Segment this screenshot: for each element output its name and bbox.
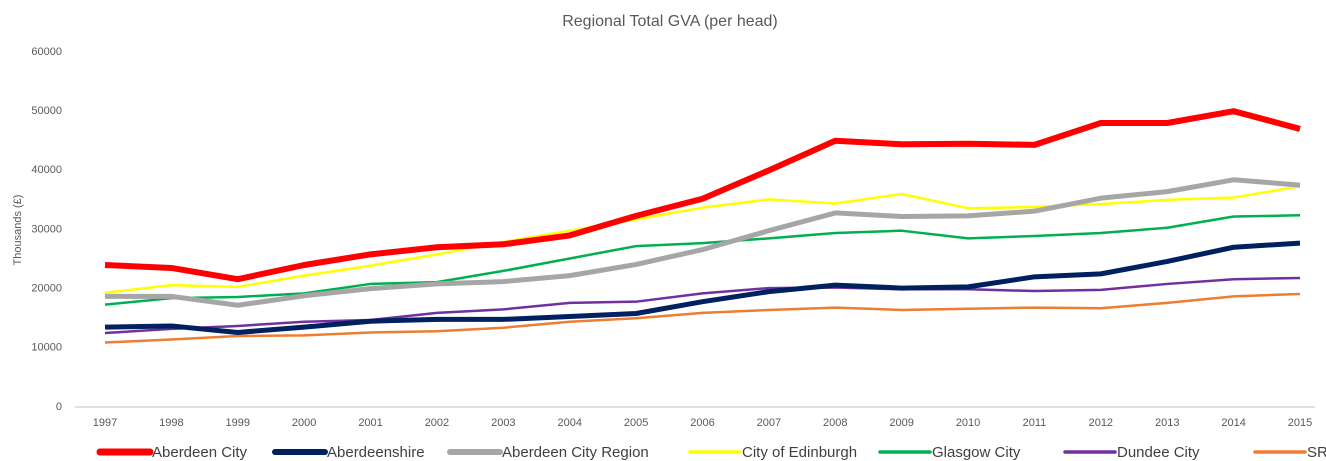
- line-series: [104, 185, 1301, 295]
- line-series: [104, 292, 1301, 344]
- x-tick-label: 2009: [889, 417, 913, 429]
- x-tick-label: 2010: [956, 417, 980, 429]
- legend-label: City of Edinburgh: [742, 444, 857, 461]
- x-tick-label: 2008: [823, 417, 847, 429]
- y-tick-label: 0: [56, 401, 62, 413]
- x-tick-label: 2013: [1155, 417, 1179, 429]
- x-tick-label: 2003: [491, 417, 515, 429]
- y-tick-label: 10000: [31, 342, 62, 354]
- y-tick-label: 50000: [31, 105, 62, 117]
- x-tick-label: 2000: [292, 417, 316, 429]
- legend-label: Aberdeen City: [152, 444, 248, 461]
- x-tick-label: 2006: [690, 417, 714, 429]
- y-tick-label: 30000: [31, 223, 62, 235]
- x-tick-label: 2012: [1089, 417, 1113, 429]
- legend-label: Dundee City: [1117, 444, 1200, 461]
- x-tick-label: 2004: [557, 417, 581, 429]
- line-series: [104, 108, 1301, 283]
- x-tick-label: 2005: [624, 417, 648, 429]
- x-tick-label: 1998: [159, 417, 183, 429]
- y-tick-label: 40000: [31, 164, 62, 176]
- line-series: [104, 276, 1301, 335]
- y-axis-label: Thousands (£): [12, 195, 24, 266]
- x-tick-label: 2001: [358, 417, 382, 429]
- legend-label: SRA: [1307, 444, 1326, 461]
- x-tick-label: 2015: [1288, 417, 1312, 429]
- legend-label: Aberdeenshire: [327, 444, 425, 461]
- legend-label: Aberdeen City Region: [502, 444, 649, 461]
- line-series: [105, 177, 1301, 308]
- line-series: [104, 240, 1301, 335]
- x-tick-label: 2007: [757, 417, 781, 429]
- chart-title: Regional Total GVA (per head): [562, 13, 778, 30]
- x-tick-label: 2002: [425, 417, 449, 429]
- x-tick-label: 1999: [226, 417, 250, 429]
- line-series: [104, 214, 1301, 306]
- x-tick-label: 2014: [1221, 417, 1245, 429]
- x-tick-label: 2011: [1023, 417, 1047, 429]
- legend-label: Glasgow City: [932, 444, 1021, 461]
- x-tick-label: 1997: [93, 417, 117, 429]
- y-tick-label: 20000: [31, 283, 62, 295]
- y-tick-label: 60000: [31, 46, 62, 58]
